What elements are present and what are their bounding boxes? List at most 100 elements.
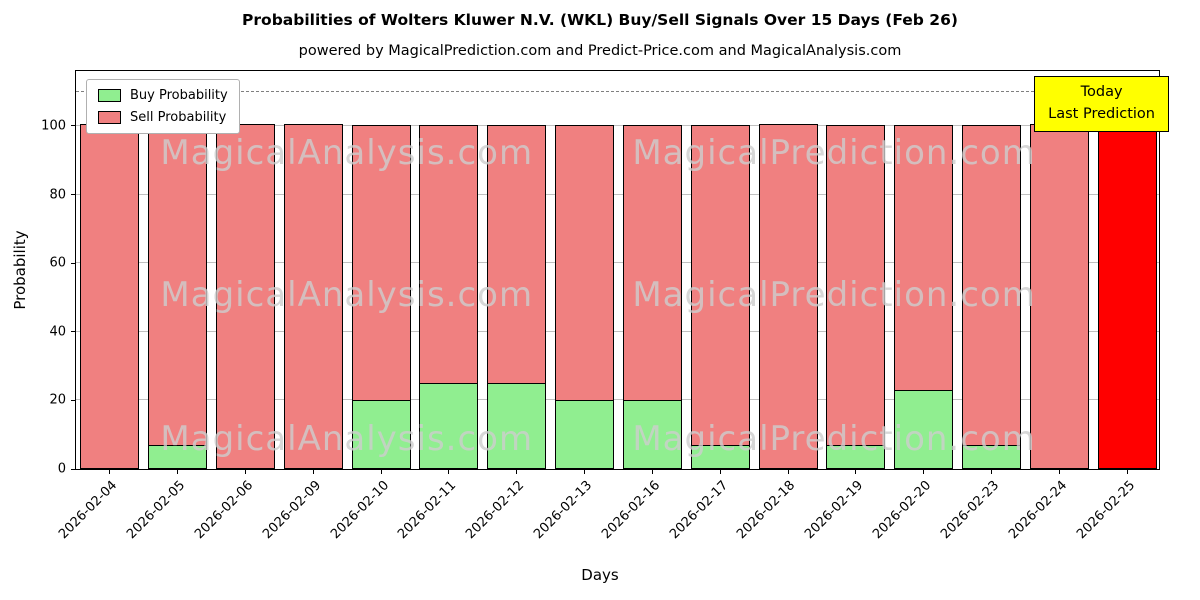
x-tick-mark — [516, 469, 518, 474]
buy-segment — [351, 400, 411, 469]
x-tick-mark — [584, 469, 586, 474]
bar-2026-02-09 — [279, 124, 347, 469]
gridline-y100 — [76, 124, 1159, 126]
y-tick-mark — [71, 399, 76, 401]
today-annotation: Today Last Prediction — [1034, 76, 1169, 132]
sell-segment — [1097, 124, 1157, 469]
x-tick-label: 2026-02-20 — [870, 478, 935, 543]
bar-2026-02-13 — [551, 125, 619, 469]
x-tick-mark — [448, 469, 450, 474]
bar-2026-02-12 — [483, 125, 551, 469]
gridline-y60 — [76, 262, 1159, 264]
sell-segment — [80, 124, 140, 469]
sell-segment — [216, 124, 276, 469]
sell-swatch — [98, 111, 121, 124]
buy-segment — [961, 444, 1021, 469]
sell-segment — [283, 124, 343, 469]
x-tick-label: 2026-02-24 — [1005, 478, 1070, 543]
x-tick-label: 2026-02-12 — [463, 478, 528, 543]
x-tick-mark — [380, 469, 382, 474]
x-tick-mark — [855, 469, 857, 474]
y-tick-label: 100 — [41, 118, 66, 134]
bar-2026-02-17 — [686, 125, 754, 469]
x-tick-mark — [1058, 469, 1060, 474]
gridline-y40 — [76, 330, 1159, 332]
bar-2026-02-25 — [1093, 124, 1161, 469]
x-tick-label: 2026-02-13 — [531, 478, 596, 543]
bar-2026-02-06 — [212, 124, 280, 469]
sell-segment — [826, 125, 886, 446]
x-tick-label: 2026-02-18 — [734, 478, 799, 543]
legend-buy-label: Buy Probability — [130, 88, 228, 103]
x-tick-mark — [923, 469, 925, 474]
x-tick-label: 2026-02-04 — [56, 478, 121, 543]
x-tick-label: 2026-02-23 — [938, 478, 1003, 543]
y-tick-label: 40 — [49, 324, 66, 340]
x-axis-label: Days — [581, 566, 619, 584]
buy-segment — [555, 400, 615, 469]
x-tick-label: 2026-02-05 — [124, 478, 189, 543]
sell-segment — [351, 125, 411, 402]
legend-item-buy: Buy Probability — [98, 88, 228, 103]
x-tick-mark — [177, 469, 179, 474]
y-tick-label: 0 — [57, 461, 66, 477]
dashed-threshold-line — [76, 90, 1159, 92]
x-tick-label: 2026-02-06 — [192, 478, 257, 543]
sell-segment — [148, 125, 208, 446]
buy-segment — [148, 444, 208, 469]
x-tick-mark — [719, 469, 721, 474]
bar-2026-02-18 — [754, 124, 822, 469]
legend-item-sell: Sell Probability — [98, 110, 228, 125]
bar-2026-02-20 — [890, 125, 958, 469]
y-tick-label: 80 — [49, 187, 66, 203]
x-tick-label: 2026-02-09 — [259, 478, 324, 543]
bar-2026-02-05 — [144, 125, 212, 469]
bar-2026-02-23 — [958, 125, 1026, 469]
bar-2026-02-16 — [619, 125, 687, 469]
x-tick-mark — [312, 469, 314, 474]
today-annotation-line2: Last Prediction — [1048, 105, 1155, 122]
x-tick-mark — [651, 469, 653, 474]
buy-segment — [826, 444, 886, 469]
bar-2026-02-04 — [76, 124, 144, 469]
plot-area: Buy Probability Sell Probability Today L… — [41, 70, 1169, 542]
bar-2026-02-19 — [822, 125, 890, 469]
x-tick-label: 2026-02-17 — [666, 478, 731, 543]
y-tick-label: 20 — [49, 392, 66, 408]
x-tick-label: 2026-02-19 — [802, 478, 867, 543]
chart-subtitle: powered by MagicalPrediction.com and Pre… — [298, 43, 902, 59]
legend: Buy Probability Sell Probability — [86, 79, 240, 134]
x-tick-mark — [109, 469, 111, 474]
x-tick-label: 2026-02-10 — [327, 478, 392, 543]
y-tick-mark — [71, 331, 76, 333]
sell-segment — [690, 125, 750, 446]
y-tick-mark — [71, 194, 76, 196]
sell-segment — [487, 125, 547, 384]
bar-2026-02-10 — [347, 125, 415, 469]
chart-title: Probabilities of Wolters Kluwer N.V. (WK… — [242, 11, 958, 29]
y-tick-mark — [71, 468, 76, 470]
bar-2026-02-11 — [415, 125, 483, 469]
buy-segment — [622, 400, 682, 469]
gridline-y80 — [76, 193, 1159, 195]
y-tick-label: 60 — [49, 255, 66, 271]
buy-segment — [690, 444, 750, 469]
y-tick-mark — [71, 125, 76, 127]
sell-segment — [758, 124, 818, 469]
sell-segment — [894, 125, 954, 391]
buy-segment — [487, 382, 547, 469]
sell-segment — [961, 125, 1021, 446]
sell-segment — [622, 125, 682, 402]
today-annotation-line1: Today — [1080, 84, 1123, 100]
x-tick-mark — [1126, 469, 1128, 474]
buy-segment — [419, 382, 479, 469]
buy-swatch — [98, 89, 121, 102]
legend-sell-label: Sell Probability — [130, 110, 227, 125]
sell-segment — [419, 125, 479, 384]
sell-segment — [1029, 124, 1089, 469]
buy-segment — [894, 389, 954, 469]
bar-2026-02-24 — [1025, 124, 1093, 469]
x-tick-label: 2026-02-25 — [1073, 478, 1138, 543]
y-axis-label: Probability — [11, 230, 29, 310]
x-tick-mark — [245, 469, 247, 474]
